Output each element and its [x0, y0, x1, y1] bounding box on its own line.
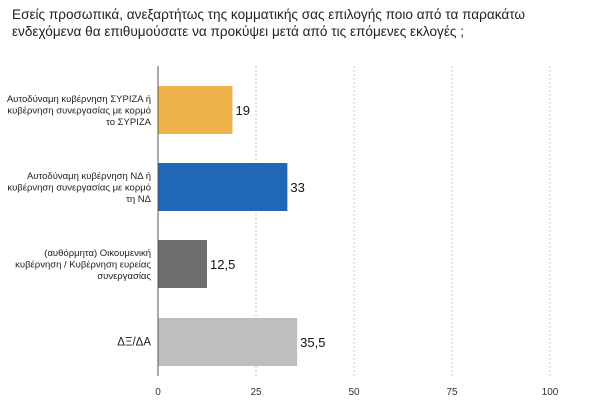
x-tick-label: 50: [348, 387, 360, 398]
x-tick-label: 25: [250, 387, 262, 398]
category-label: Αυτοδύναμη κυβέρνηση ΣΥΡΙΖΑ ή: [7, 94, 151, 105]
bar: [158, 163, 288, 211]
x-tick-label: 0: [155, 387, 161, 398]
value-label: 35,5: [300, 335, 325, 350]
category-label: κυβέρνηση / Κυβέρνηση ευρείας: [15, 260, 151, 271]
x-tick-label: 100: [542, 387, 559, 398]
x-tick-label: 75: [446, 387, 458, 398]
value-label: 12,5: [210, 257, 235, 272]
value-label: 19: [235, 103, 249, 118]
bar: [158, 318, 298, 366]
category-label: κυβέρνηση συνεργασίας με κορμό: [7, 106, 151, 117]
bar: [158, 86, 233, 134]
chart-title: Εσείς προσωπικά, ανεξαρτήτως της κομματι…: [12, 7, 526, 39]
category-label: το ΣΥΡΙΖΑ: [106, 117, 152, 128]
category-label: κυβέρνηση συνεργασίας με κορμό: [7, 183, 151, 194]
category-label: ΔΞ/ΔΑ: [117, 337, 151, 349]
category-label: Αυτοδύναμη κυβέρνηση ΝΔ ή: [27, 171, 151, 182]
bar: [158, 240, 207, 288]
category-label: (αυθόρμητα) Οικουμενική: [44, 248, 151, 259]
value-label: 33: [290, 180, 304, 195]
category-label: τη ΝΔ: [126, 194, 152, 205]
category-label: συνεργασίας: [97, 271, 151, 282]
